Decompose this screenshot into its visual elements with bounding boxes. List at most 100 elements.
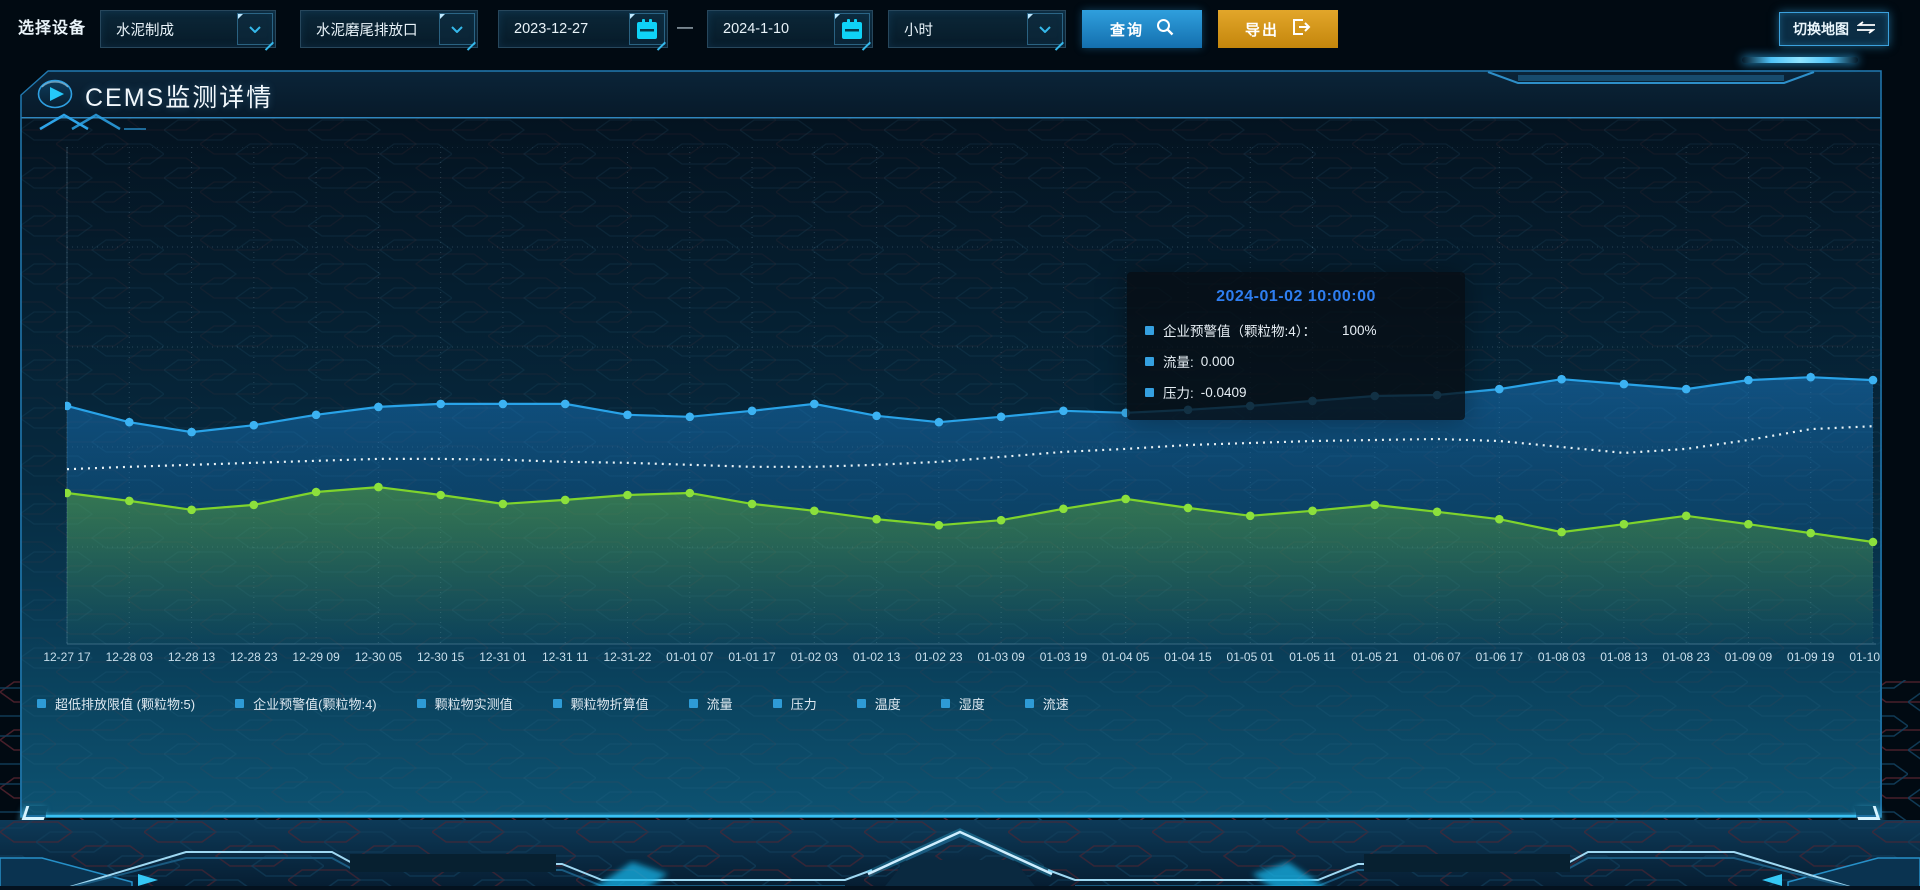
x-axis-label: 01-04 05 <box>1102 650 1150 664</box>
switch-map-button[interactable]: 切换地图 <box>1779 12 1889 46</box>
x-axis-label: 12-31 01 <box>479 650 527 664</box>
device-select-value: 水泥制成 <box>116 22 174 39</box>
swap-icon <box>1856 21 1876 37</box>
header-notch-decoration <box>1487 71 1815 84</box>
interval-select[interactable]: 小时 <box>888 10 1066 48</box>
cems-panel: CEMS监测详情 12-27 17 12-28 03 12-28 13 12-28 2… <box>20 70 1882 818</box>
x-axis-label: 12-30 05 <box>354 650 403 664</box>
chevron-down-icon[interactable] <box>439 13 475 45</box>
panel-title: CEMS监测详情 <box>85 84 274 112</box>
tooltip-label: 企业预警值（颗粒物:4）： <box>1163 324 1317 339</box>
corner-glow-bar <box>1742 57 1858 63</box>
interval-select-value: 小时 <box>904 22 933 39</box>
tooltip-value: 100% <box>1342 322 1377 338</box>
legend-label: 颗粒物折算值 <box>570 697 649 712</box>
end-date-value: 2024-1-10 <box>723 21 790 37</box>
legend-marker-icon <box>856 699 866 708</box>
x-axis-label: 01-05 01 <box>1226 650 1274 664</box>
x-axis-label: 01-05 21 <box>1351 650 1399 664</box>
x-axis-label: 01-05 11 <box>1289 650 1336 664</box>
legend-label: 温度 <box>874 697 901 712</box>
search-icon <box>1156 18 1174 40</box>
x-axis-label: 12-28 13 <box>167 650 216 664</box>
tooltip-marker-icon <box>1145 387 1154 397</box>
chart-plot[interactable] <box>65 147 1878 645</box>
x-axis-label: 12-27 17 <box>43 650 91 664</box>
x-axis-label: 01-04 15 <box>1164 650 1212 664</box>
x-axis-label: 01-02 23 <box>915 650 963 664</box>
legend-item[interactable]: 温度 <box>856 694 901 713</box>
x-axis-label: 01-02 03 <box>790 650 838 664</box>
tooltip-label: 压力: <box>1163 386 1194 401</box>
legend-label: 颗粒物实测值 <box>434 697 513 712</box>
legend-item[interactable]: 湿度 <box>940 694 985 713</box>
bottom-right-bracket <box>1853 806 1881 820</box>
tooltip-row: 企业预警值（颗粒物:4）： 100% <box>1145 320 1447 340</box>
legend-label: 流速 <box>1042 697 1069 712</box>
x-axis-label: 01-06 07 <box>1413 650 1461 664</box>
export-button[interactable]: 导出 <box>1218 10 1338 48</box>
footer-decoration <box>0 820 1920 890</box>
x-axis-label: 01-09 19 <box>1787 650 1835 664</box>
chart-tooltip: 2024-01-02 10:00:00 企业预警值（颗粒物:4）： 100% 流量:… <box>1127 272 1465 420</box>
query-button[interactable]: 查询 <box>1082 10 1202 48</box>
chevron-down-icon[interactable] <box>237 13 273 45</box>
legend-item[interactable]: 颗粒物实测值 <box>416 694 513 713</box>
calendar-icon[interactable] <box>834 13 870 45</box>
tooltip-value: 0.000 <box>1200 353 1235 369</box>
switch-map-label: 切换地图 <box>1793 21 1849 37</box>
legend-label: 湿度 <box>958 697 985 712</box>
x-axis-label: 01-08 03 <box>1537 650 1586 664</box>
outlet-select[interactable]: 水泥磨尾排放口 <box>300 10 478 48</box>
x-axis-label: 01-06 17 <box>1475 650 1524 664</box>
x-axis-label: 01-09 09 <box>1724 650 1773 664</box>
tooltip-title: 2024-01-02 10:00:00 <box>1216 288 1376 305</box>
legend-marker-icon <box>416 699 426 708</box>
x-axis: 12-27 17 12-28 03 12-28 13 12-28 23 12-29 09… <box>43 650 1882 668</box>
legend-item[interactable]: 压力 <box>772 694 817 713</box>
legend-item[interactable]: 流速 <box>1024 694 1069 713</box>
x-axis-label: 01-01 17 <box>728 650 776 664</box>
start-date-input[interactable]: 2023-12-27 <box>498 10 668 48</box>
header-zigzag-decoration <box>39 113 146 131</box>
legend-marker-icon <box>1024 699 1034 708</box>
calendar-icon[interactable] <box>629 13 665 45</box>
legend-item[interactable]: 超低排放限值 (颗粒物:5) <box>37 694 195 713</box>
legend-item[interactable]: 企业预警值(颗粒物:4) <box>235 694 377 713</box>
bottom-left-bracket <box>21 806 49 820</box>
device-label: 选择设备 <box>18 20 87 37</box>
legend-label: 企业预警值(颗粒物:4) <box>253 697 377 712</box>
panel-header: CEMS监测详情 <box>21 71 1881 118</box>
legend-marker-icon <box>552 699 562 708</box>
legend-label: 超低排放限值 (颗粒物:5) <box>55 697 196 712</box>
legend-marker-icon <box>940 699 950 708</box>
toolbar: 选择设备 水泥制成 水泥磨尾排放口 2023-12-27 — 2024-1-10… <box>0 0 1920 60</box>
legend-marker-icon <box>688 699 698 708</box>
x-axis-label: 12-28 03 <box>105 650 153 664</box>
x-axis-label: 12-31 11 <box>541 650 589 664</box>
chevron-down-icon[interactable] <box>1027 13 1063 45</box>
tooltip-row: 压力: -0.0409 <box>1145 382 1447 402</box>
x-axis-label: 12-30 15 <box>416 650 465 664</box>
x-axis-label: 01-01 07 <box>666 650 714 664</box>
end-date-input[interactable]: 2024-1-10 <box>707 10 873 48</box>
chart-legend: 超低排放限值 (颗粒物:5) 企业预警值(颗粒物:4) 颗粒物实测值 颗粒物折算值 流量… <box>37 694 1069 713</box>
x-axis-label: 01-03 19 <box>1039 650 1088 664</box>
legend-marker-icon <box>37 699 46 708</box>
x-axis-label: 12-28 23 <box>230 650 278 664</box>
legend-item[interactable]: 流量 <box>688 694 733 713</box>
x-axis-label: 01-02 13 <box>852 650 901 664</box>
legend-item[interactable]: 颗粒物折算值 <box>552 694 649 713</box>
x-axis-label: 12-31-22 <box>603 650 652 664</box>
legend-marker-icon <box>772 699 782 708</box>
device-select[interactable]: 水泥制成 <box>100 10 276 48</box>
start-date-value: 2023-12-27 <box>514 21 589 37</box>
query-button-label: 查询 <box>1109 21 1144 39</box>
x-axis-label: 01-10 05 <box>1849 650 1897 664</box>
x-axis-label: 01-08 13 <box>1600 650 1648 664</box>
x-axis-label: 12-29 09 <box>292 650 340 664</box>
tooltip-value: -0.0409 <box>1200 384 1247 400</box>
tooltip-marker-icon <box>1145 356 1154 366</box>
tooltip-row: 流量: 0.000 <box>1145 351 1447 371</box>
x-axis-label: 01-03 09 <box>977 650 1025 664</box>
